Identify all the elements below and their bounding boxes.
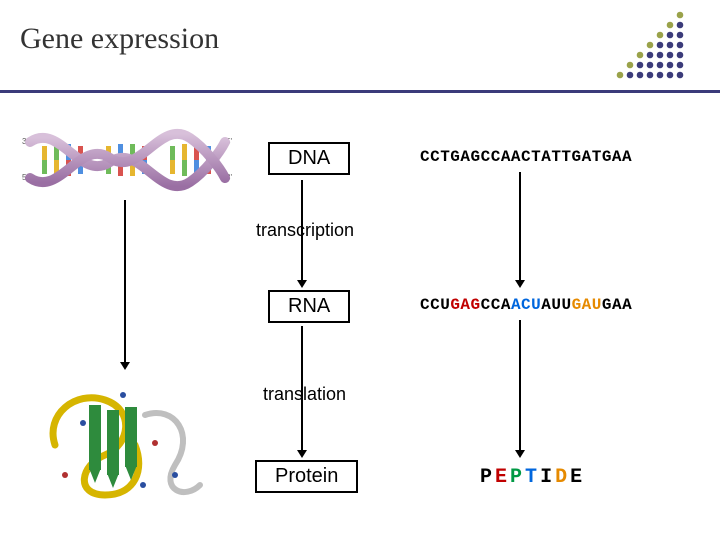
slide-title: Gene expression	[20, 22, 219, 56]
rna-sequence: CCUGAGCCAACUAUUGAUGAA	[420, 296, 632, 314]
dna-box: DNA	[268, 142, 350, 175]
rna-box: RNA	[268, 290, 350, 323]
translation-label: translation	[263, 384, 346, 405]
protein-box: Protein	[255, 460, 358, 493]
dna-helix-icon: 3' 5' 5' 3'	[20, 120, 235, 195]
protein-ribbon-icon	[35, 375, 215, 515]
slide: { "title": "Gene expression", "boxes": {…	[0, 0, 720, 540]
dna-sequence: CCTGAGCCAACTATTGATGAA	[420, 148, 632, 166]
corner-dots-icon	[615, 10, 690, 85]
transcription-label: transcription	[256, 220, 354, 241]
peptide-sequence: PEPTIDE	[480, 466, 585, 489]
title-underline	[0, 90, 720, 93]
